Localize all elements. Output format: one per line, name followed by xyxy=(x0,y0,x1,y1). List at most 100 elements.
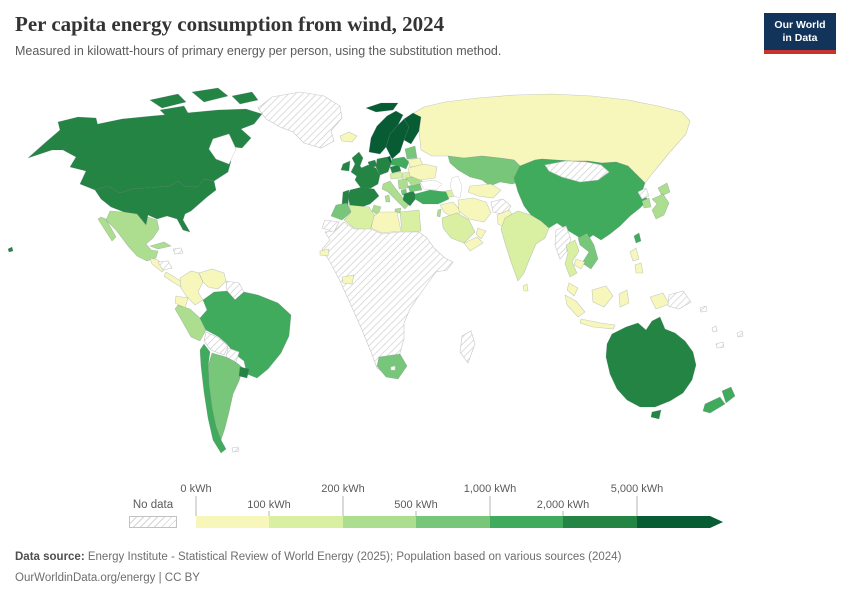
country-saudi-arabia[interactable] xyxy=(441,212,476,244)
country-paraguay[interactable] xyxy=(225,347,240,363)
legend-bin-5[interactable] xyxy=(563,516,637,528)
country-canada[interactable] xyxy=(62,108,263,194)
owid-logo-line1: Our World xyxy=(774,19,826,31)
country-malaysia[interactable] xyxy=(566,282,579,297)
country-austria[interactable] xyxy=(389,171,403,180)
country-canada[interactable] xyxy=(159,105,189,117)
legend-tick-1: 100 kWh xyxy=(247,499,291,511)
country-iceland[interactable] xyxy=(339,131,358,143)
country-spain[interactable] xyxy=(347,186,380,209)
country-chile[interactable] xyxy=(199,343,227,454)
country-thailand[interactable] xyxy=(564,239,580,278)
country-vanuatu[interactable] xyxy=(711,325,718,333)
country-solomon-islands[interactable] xyxy=(699,305,708,313)
country-japan[interactable] xyxy=(651,193,670,220)
country-norway[interactable] xyxy=(368,110,404,155)
country-united-states[interactable] xyxy=(27,116,99,159)
country-taiwan[interactable] xyxy=(633,232,642,244)
country-mexico[interactable] xyxy=(105,210,160,262)
country-libya[interactable] xyxy=(370,211,402,234)
caspian-sea xyxy=(449,175,463,199)
legend-bin-3[interactable] xyxy=(416,516,490,528)
country-brazil[interactable] xyxy=(199,290,292,379)
country-north-korea[interactable] xyxy=(637,187,650,200)
legend-tickline xyxy=(195,496,197,516)
country-canada[interactable] xyxy=(231,91,259,105)
country-cambodia[interactable] xyxy=(573,258,586,270)
country-vietnam[interactable] xyxy=(577,232,599,270)
country-fiji[interactable] xyxy=(736,330,744,338)
country-papua-new-guinea[interactable] xyxy=(667,290,692,310)
chart-subtitle: Measured in kilowatt-hours of primary en… xyxy=(15,44,502,58)
legend-bin-4[interactable] xyxy=(489,516,564,528)
country-canada[interactable] xyxy=(191,87,229,103)
country-italy[interactable] xyxy=(384,194,391,203)
country-australia[interactable] xyxy=(605,316,697,408)
legend-bin-6[interactable] xyxy=(636,516,710,528)
country-mexico[interactable] xyxy=(97,216,117,242)
country-indonesia[interactable] xyxy=(591,285,614,308)
hudson-bay xyxy=(208,133,237,165)
legend-no-data-swatch[interactable] xyxy=(129,516,177,528)
legend-bin-2[interactable] xyxy=(342,516,417,528)
license-line[interactable]: OurWorldinData.org/energy | CC BY xyxy=(15,572,200,584)
country-canada[interactable] xyxy=(149,93,187,109)
country-new-caledonia[interactable] xyxy=(715,341,725,349)
country-peru[interactable] xyxy=(174,304,207,342)
country-indonesia[interactable] xyxy=(579,318,616,330)
country-philippines[interactable] xyxy=(629,247,640,262)
country-indonesia[interactable] xyxy=(564,294,586,318)
owid-logo: Our World in Data xyxy=(764,13,836,54)
country-israel[interactable] xyxy=(436,208,442,218)
country-japan[interactable] xyxy=(657,182,671,197)
country-colombia[interactable] xyxy=(179,270,204,306)
country-yemen[interactable] xyxy=(463,236,484,252)
country-uruguay[interactable] xyxy=(238,366,250,379)
country-ukraine[interactable] xyxy=(407,163,438,181)
country-sub-saharan-africa[interactable] xyxy=(321,221,454,375)
country-united-states[interactable] xyxy=(7,246,14,253)
country-indonesia[interactable] xyxy=(649,292,670,310)
country-philippines[interactable] xyxy=(634,262,644,274)
country-venezuela[interactable] xyxy=(198,268,227,290)
country-senegal[interactable] xyxy=(319,248,330,257)
country-norway[interactable] xyxy=(365,102,399,113)
country-dominican-republic[interactable] xyxy=(172,247,184,255)
country-france[interactable] xyxy=(354,164,381,189)
country-poland[interactable] xyxy=(390,156,410,170)
country-greenland[interactable] xyxy=(257,91,343,149)
country-india[interactable] xyxy=(500,210,550,282)
country-south-korea[interactable] xyxy=(641,197,652,209)
country-australia[interactable] xyxy=(650,409,662,420)
country-italy[interactable] xyxy=(394,207,402,214)
country-sri-lanka[interactable] xyxy=(522,283,529,292)
country-cuba[interactable] xyxy=(149,241,172,250)
country-new-zealand[interactable] xyxy=(721,386,736,404)
country-turkey[interactable] xyxy=(414,189,450,205)
legend-bin-0[interactable] xyxy=(196,516,270,528)
country-egypt[interactable] xyxy=(399,209,422,234)
country-uzbekistan[interactable] xyxy=(467,183,502,199)
country-finland[interactable] xyxy=(403,112,422,145)
country-czechia[interactable] xyxy=(389,164,402,174)
country-italy[interactable] xyxy=(381,180,410,210)
legend-tick-3: 500 kWh xyxy=(394,499,438,511)
country-mongolia[interactable] xyxy=(544,160,610,183)
country-indonesia[interactable] xyxy=(618,289,630,308)
country-falkland-islands[interactable] xyxy=(231,446,240,453)
country-morocco[interactable] xyxy=(330,202,352,221)
country-oman[interactable] xyxy=(475,227,487,240)
country-myanmar[interactable] xyxy=(554,225,572,260)
country-ghana[interactable] xyxy=(341,274,355,285)
country-ireland[interactable] xyxy=(340,160,351,172)
country-lithuania[interactable] xyxy=(404,145,418,160)
country-new-zealand[interactable] xyxy=(702,396,726,414)
country-germany[interactable] xyxy=(375,156,392,176)
country-bolivia[interactable] xyxy=(203,331,229,356)
legend-bin-1[interactable] xyxy=(269,516,343,528)
country-croatia[interactable] xyxy=(397,178,409,190)
country-iran[interactable] xyxy=(457,197,492,223)
country-honduras[interactable] xyxy=(157,260,173,271)
country-madagascar[interactable] xyxy=(459,330,476,364)
